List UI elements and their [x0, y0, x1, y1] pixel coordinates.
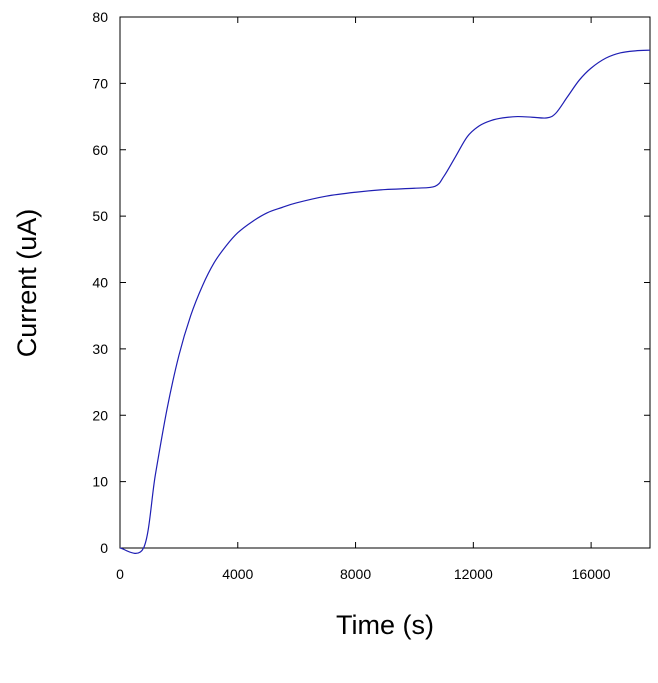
y-tick-label: 20 [92, 407, 108, 423]
y-tick-label: 80 [92, 9, 108, 25]
x-tick-label: 4000 [222, 566, 253, 582]
x-tick-label: 8000 [340, 566, 371, 582]
plot-area [119, 16, 651, 549]
x-axis-label: Time (s) [336, 610, 434, 640]
y-tick-label: 50 [92, 208, 108, 224]
y-axis-ticks: 0 10 20 30 40 50 60 70 80 [92, 9, 650, 556]
series-group [119, 49, 651, 554]
y-tick-label: 0 [100, 540, 108, 556]
y-tick-label: 10 [92, 474, 108, 490]
x-tick-label: 0 [116, 566, 124, 582]
y-tick-label: 70 [92, 75, 108, 91]
series-line [119, 49, 651, 554]
y-tick-label: 60 [92, 142, 108, 158]
x-axis-ticks: 0 4000 8000 12000 16000 [116, 17, 611, 582]
y-axis-label: Current (uA) [12, 209, 42, 358]
y-tick-label: 30 [92, 341, 108, 357]
x-tick-label: 12000 [454, 566, 493, 582]
y-tick-label: 40 [92, 275, 108, 291]
x-tick-label: 16000 [572, 566, 611, 582]
